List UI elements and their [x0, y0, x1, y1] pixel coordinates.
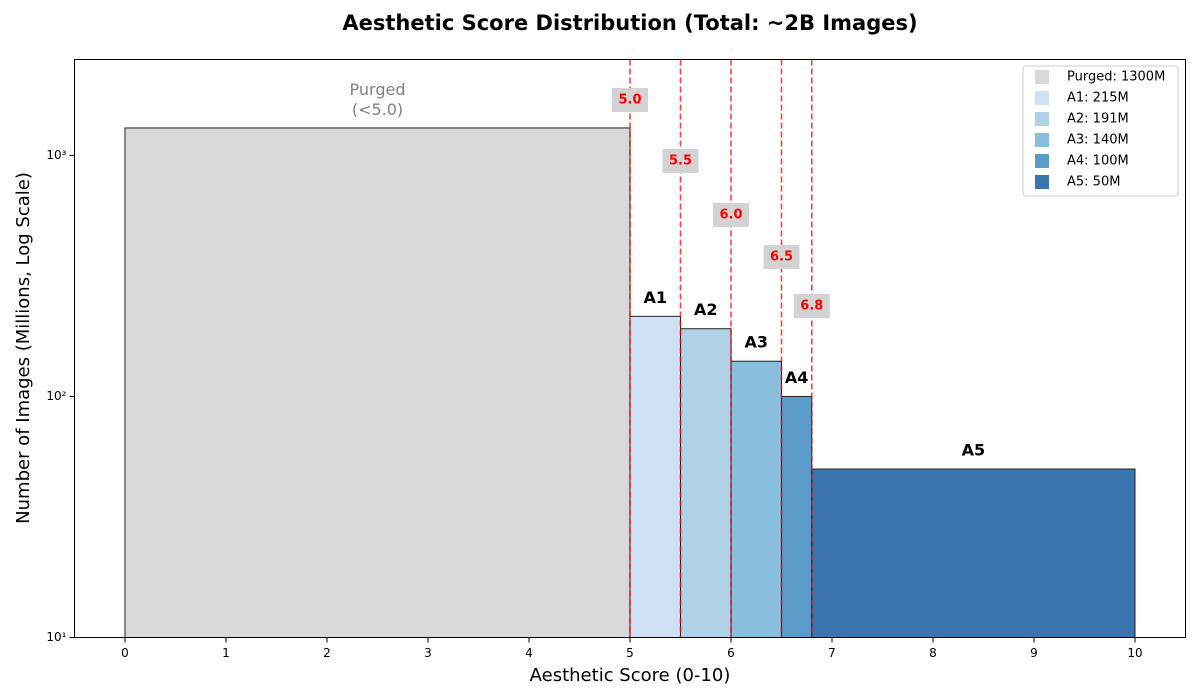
- y-tick-label: 10²: [46, 389, 66, 403]
- x-axis-label: Aesthetic Score (0-10): [530, 665, 731, 686]
- bar-label: A2: [694, 300, 718, 319]
- threshold-label-box: [713, 203, 749, 227]
- threshold-label: 6.0: [719, 208, 742, 223]
- x-tick-label: 0: [121, 646, 129, 660]
- bar: [680, 328, 732, 638]
- legend-label: A1: 215M: [1067, 91, 1129, 106]
- legend-box: [1022, 65, 1179, 197]
- legend-swatch: [1035, 154, 1049, 168]
- x-tick-label: 8: [929, 646, 937, 660]
- y-tick-label: 10¹: [46, 630, 66, 644]
- x-tick-label: 7: [828, 646, 836, 660]
- x-tick-label: 10: [1127, 646, 1142, 660]
- legend-swatch: [1035, 70, 1049, 84]
- bar: [811, 468, 1136, 638]
- legend-swatch: [1035, 175, 1049, 189]
- bar-label: A4: [785, 368, 809, 387]
- threshold-label: 6.8: [800, 299, 823, 314]
- bar-label: A5: [962, 441, 986, 460]
- x-tick-label: 6: [727, 646, 735, 660]
- x-tick-label: 3: [424, 646, 432, 660]
- bar-label: A3: [744, 333, 768, 352]
- bar: [781, 395, 813, 638]
- threshold-label-box: [612, 88, 648, 112]
- y-tick-label: 10³: [46, 148, 66, 162]
- legend-label: A4: 100M: [1067, 154, 1129, 169]
- bar: [124, 127, 631, 638]
- threshold-label: 5.5: [669, 154, 692, 169]
- bar: [730, 360, 782, 638]
- x-tick-label: 5: [626, 646, 634, 660]
- legend-swatch: [1035, 133, 1049, 147]
- threshold-label-box: [662, 149, 699, 173]
- threshold-label-box: [793, 294, 830, 318]
- legend-label: A5: 50M: [1067, 175, 1120, 190]
- bar-label: Purged (<5.0): [350, 79, 406, 118]
- legend-label: A3: 140M: [1067, 133, 1129, 148]
- bar: [629, 315, 681, 638]
- legend-swatch: [1035, 91, 1049, 105]
- legend-swatch: [1035, 112, 1049, 126]
- x-tick-label: 9: [1030, 646, 1038, 660]
- threshold-label-box: [763, 245, 800, 269]
- legend-label: Purged: 1300M: [1067, 70, 1165, 85]
- y-axis-label: Number of Images (Millions, Log Scale): [13, 172, 34, 524]
- x-tick-label: 1: [222, 646, 230, 660]
- threshold-label: 6.5: [770, 250, 793, 265]
- legend-label: A2: 191M: [1067, 112, 1129, 127]
- x-tick-label: 2: [323, 646, 331, 660]
- plot-frame: [74, 59, 1186, 638]
- threshold-label: 5.0: [618, 93, 641, 108]
- chart-title: Aesthetic Score Distribution (Total: ~2B…: [342, 11, 917, 35]
- x-tick-label: 4: [525, 646, 533, 660]
- bar-label: A1: [643, 288, 667, 307]
